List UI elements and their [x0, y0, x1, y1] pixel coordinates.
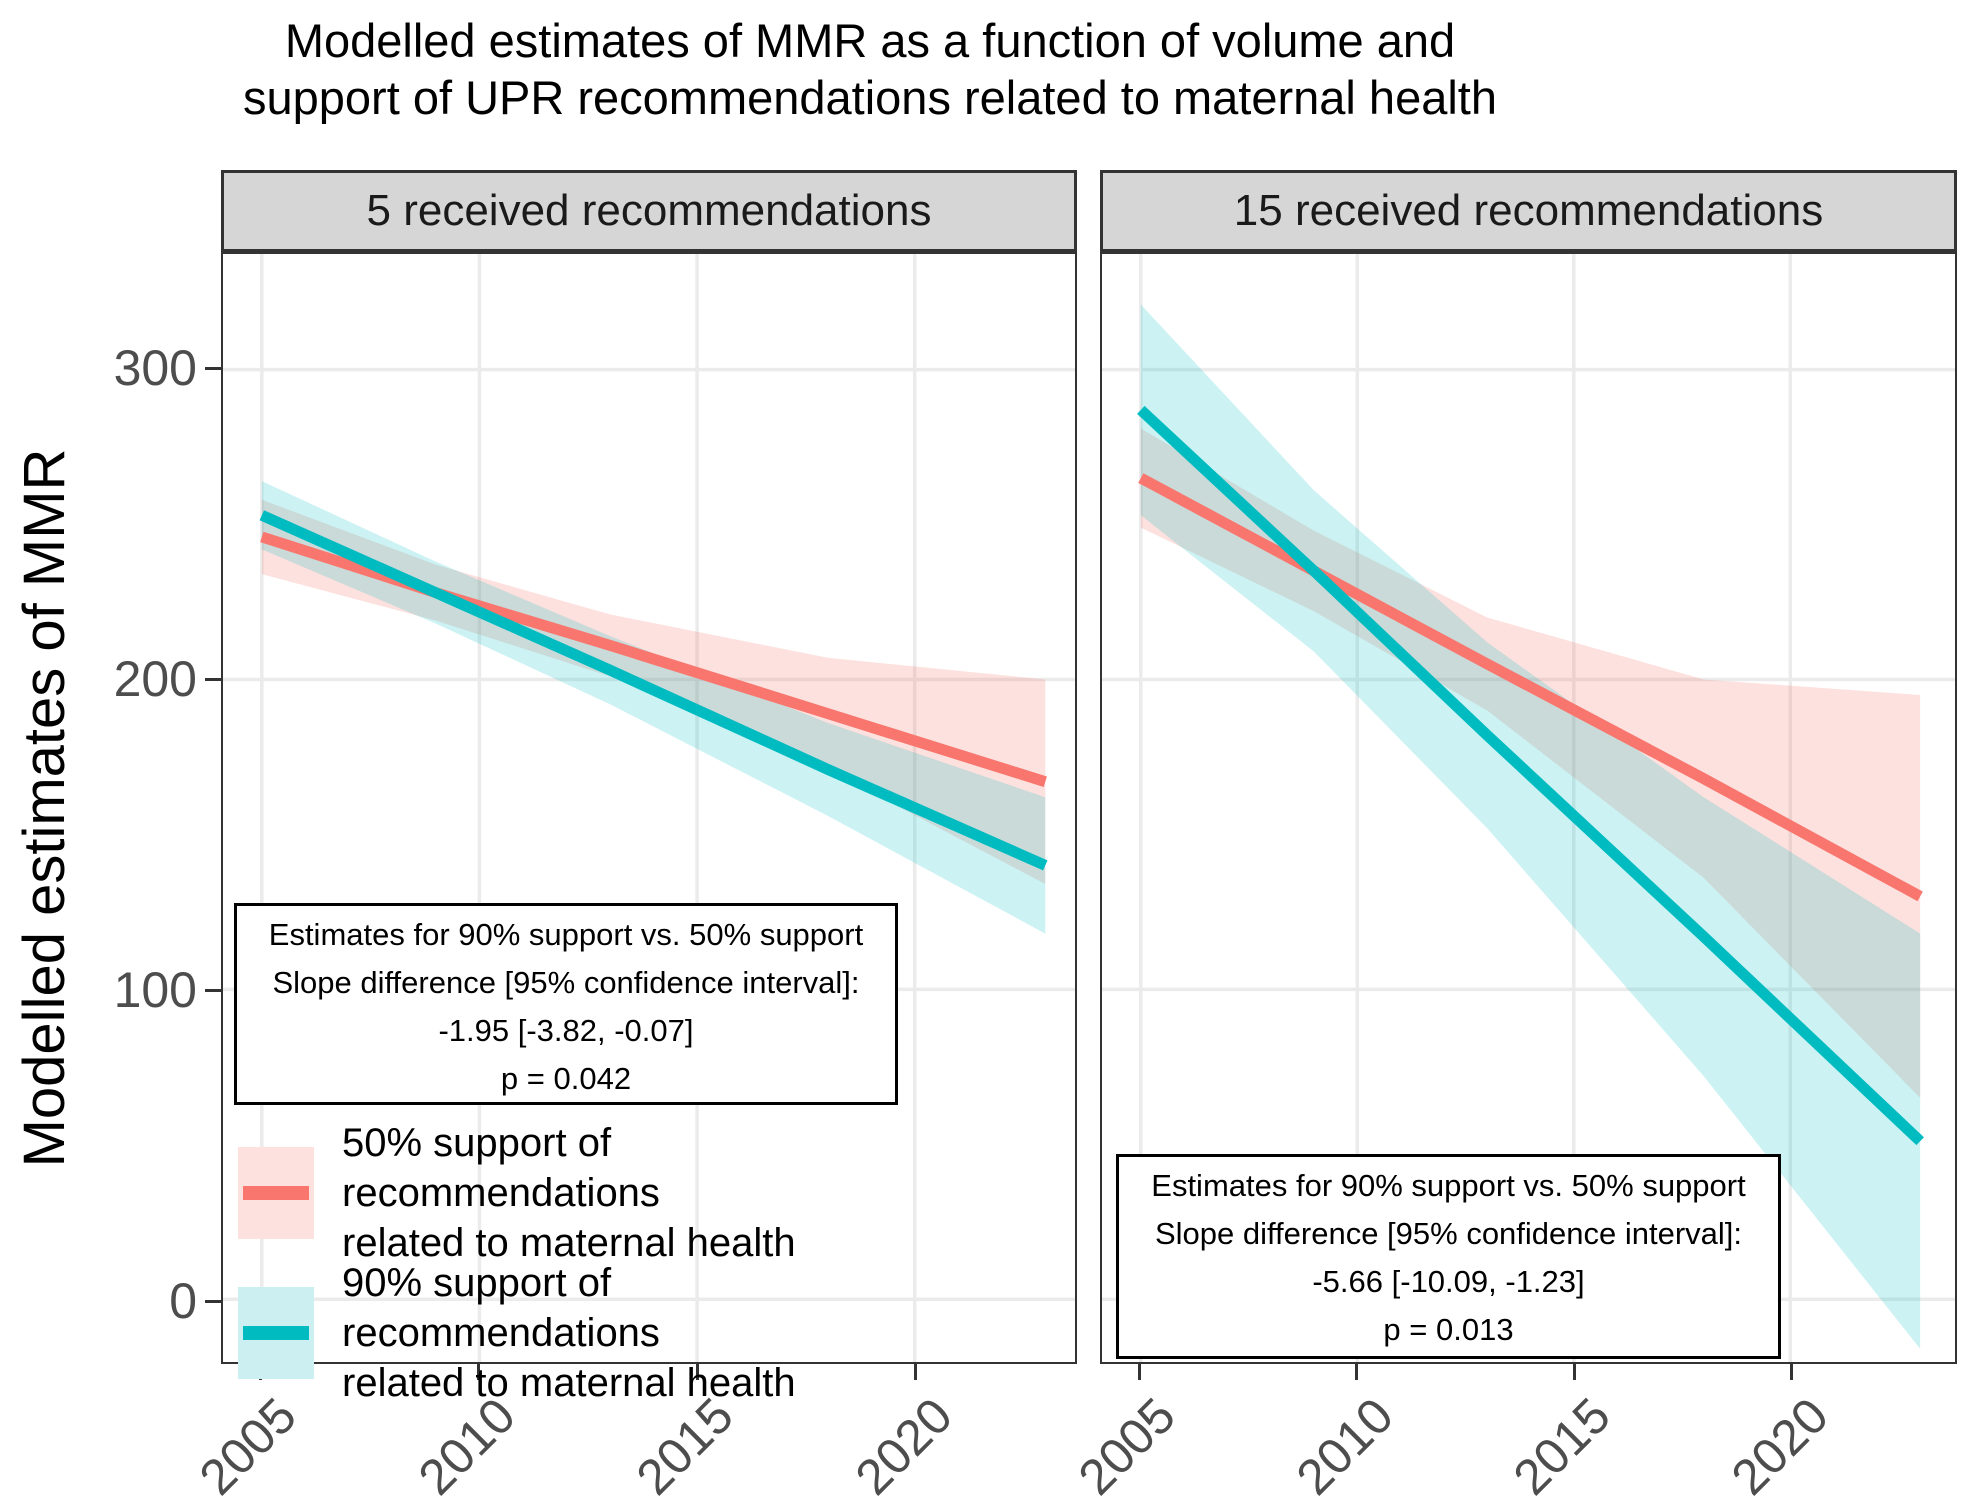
- legend-label: 90% support of recommendations related t…: [342, 1258, 938, 1408]
- trend-line: [259, 510, 1048, 871]
- x-tick-label: 2020: [1720, 1387, 1839, 1500]
- x-tick-mark: [477, 1364, 481, 1380]
- x-tick-mark: [1572, 1364, 1576, 1380]
- x-tick-label: 2010: [1285, 1387, 1404, 1500]
- annotation-line: Estimates for 90% support vs. 50% suppor…: [268, 917, 864, 952]
- panel-5-recommendations: [221, 252, 1077, 1364]
- x-tick-mark: [1355, 1364, 1358, 1380]
- panel-plot-1: [1102, 254, 1955, 1362]
- annotation-box-left: Estimates for 90% support vs. 50% suppor…: [234, 903, 898, 1105]
- panel-plot-0: [223, 254, 1075, 1362]
- legend-item-50-support: 50% support of recommendations related t…: [238, 1118, 938, 1268]
- legend-key-line: [243, 1186, 309, 1200]
- chart-title: Modelled estimates of MMR as a function …: [0, 12, 1740, 126]
- y-tick-mark: [205, 677, 221, 681]
- y-tick-label: 200: [113, 651, 197, 707]
- x-tick-mark: [1137, 1364, 1141, 1380]
- annotation-line: p = 0.042: [500, 1061, 632, 1096]
- x-tick-label: 2015: [1502, 1387, 1621, 1500]
- facet-strip-label: 5 received recommendations: [366, 186, 932, 235]
- facet-strip-label: 15 received recommendations: [1233, 186, 1824, 235]
- facet-strip-5-recommendations: 5 received recommendations: [221, 170, 1077, 252]
- x-tick-mark: [914, 1364, 918, 1380]
- x-tick-label: 2005: [1067, 1387, 1186, 1500]
- annotation-line: -5.66 [-10.09, -1.23]: [1312, 1264, 1585, 1299]
- facet-strip-15-recommendations: 15 received recommendations: [1100, 170, 1957, 252]
- legend-key-50-support: [238, 1147, 314, 1239]
- legend-key-90-support: [238, 1287, 314, 1379]
- x-tick-mark: [1790, 1364, 1793, 1380]
- legend-label-line2: related to maternal health: [342, 1361, 796, 1405]
- annotation-box-right: Estimates for 90% support vs. 50% suppor…: [1116, 1154, 1781, 1359]
- y-tick-mark: [205, 366, 221, 370]
- y-tick-mark: [205, 1299, 221, 1303]
- annotation-line: Slope difference [95% confidence interva…: [272, 965, 860, 1000]
- legend-label-line2: related to maternal health: [342, 1221, 796, 1265]
- panel-15-recommendations: [1100, 252, 1957, 1364]
- legend-label-line1: 50% support of recommendations: [342, 1121, 660, 1215]
- y-tick-label: 100: [113, 962, 197, 1018]
- trend-line: [1137, 405, 1924, 1146]
- annotation-line: p = 0.013: [1383, 1312, 1514, 1347]
- legend-item-90-support: 90% support of recommendations related t…: [238, 1258, 938, 1408]
- chart-title-line2: support of UPR recommendations related t…: [243, 71, 1497, 124]
- trend-line: [1138, 473, 1923, 902]
- y-axis-title: Modelled estimates of MMR: [12, 448, 77, 1168]
- annotation-line: Slope difference [95% confidence interva…: [1154, 1216, 1743, 1251]
- annotation-line: Estimates for 90% support vs. 50% suppor…: [1151, 1168, 1746, 1203]
- y-tick-label: 0: [169, 1273, 197, 1329]
- annotation-line: -1.95 [-3.82, -0.07]: [438, 1013, 694, 1048]
- legend-label: 50% support of recommendations related t…: [342, 1118, 938, 1268]
- chart-title-line1: Modelled estimates of MMR as a function …: [284, 14, 1456, 67]
- x-tick-mark: [695, 1364, 699, 1380]
- confidence-ribbon: [1140, 304, 1921, 1349]
- legend-key-line: [243, 1326, 309, 1340]
- legend-label-line1: 90% support of recommendations: [342, 1261, 660, 1355]
- y-tick-label: 300: [113, 340, 197, 396]
- y-tick-mark: [205, 988, 221, 992]
- trend-line: [260, 531, 1047, 787]
